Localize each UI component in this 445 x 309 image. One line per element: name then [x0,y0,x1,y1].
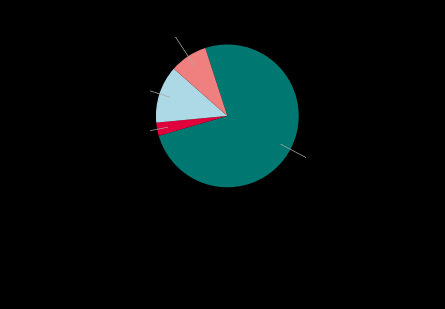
Wedge shape [156,69,227,123]
Wedge shape [174,48,227,116]
Wedge shape [159,44,299,187]
Wedge shape [156,116,227,136]
